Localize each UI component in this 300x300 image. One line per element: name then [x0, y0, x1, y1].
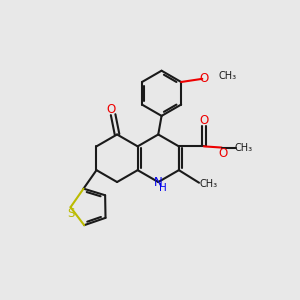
Text: CH₃: CH₃: [199, 179, 217, 189]
Text: CH₃: CH₃: [218, 71, 236, 81]
Text: O: O: [219, 147, 228, 160]
Text: O: O: [107, 103, 116, 116]
Text: N: N: [154, 176, 163, 188]
Text: O: O: [199, 72, 208, 85]
Text: S: S: [67, 207, 74, 220]
Text: CH₃: CH₃: [234, 142, 252, 153]
Text: O: O: [199, 114, 208, 127]
Text: H: H: [159, 183, 167, 193]
